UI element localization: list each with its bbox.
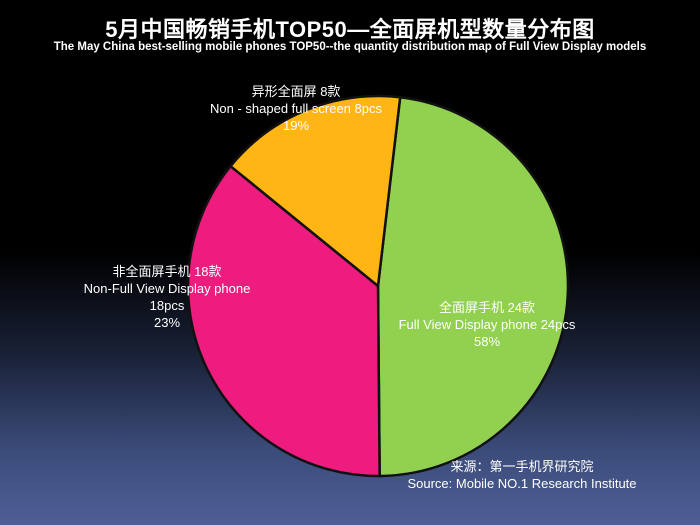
slice-label-non-shaped: 异形全面屏 8款 Non - shaped full screen 8pcs 19% (210, 84, 382, 133)
slice-label-line: 非全面屏手机 18款 (112, 264, 221, 279)
source-note: 来源：第一手机界研究院 Source: Mobile NO.1 Research… (392, 458, 652, 492)
slice-label-line: Non - shaped full screen 8pcs (210, 101, 382, 116)
pie-slice-non-shaped (229, 94, 402, 288)
slice-label-line: 全面屏手机 24款 (439, 300, 535, 315)
slice-label-line: 异形全面屏 8款 (252, 84, 341, 99)
slice-label-line: 58% (474, 334, 500, 349)
pie-slices (186, 94, 570, 478)
slice-label-line: Full View Display phone 24pcs (399, 317, 576, 332)
slice-label-line: 18pcs (150, 298, 185, 313)
chart-subtitle: The May China best-selling mobile phones… (53, 41, 647, 53)
source-en: Source: Mobile NO.1 Research Institute (407, 476, 637, 491)
slice-label-non-full-view: 非全面屏手机 18款 Non-Full View Display phone 18p… (84, 264, 251, 330)
pie-slice-non-full-view (186, 164, 381, 478)
slice-labels: 全面屏手机 24款 Full View Display phone 24pcs 58… (84, 84, 576, 349)
slice-label-line: 23% (154, 315, 180, 330)
slice-label-line: 19% (283, 118, 309, 133)
source-cn: 来源：第一手机界研究院 (450, 459, 594, 474)
slice-label-line: Non-Full View Display phone (84, 281, 251, 296)
slice-label-full-view: 全面屏手机 24款 Full View Display phone 24pcs 58… (399, 300, 576, 349)
pie-slice-full-view (376, 96, 570, 478)
chart-title: 5月中国畅销手机TOP50—全面屏机型数量分布图 (105, 17, 595, 42)
